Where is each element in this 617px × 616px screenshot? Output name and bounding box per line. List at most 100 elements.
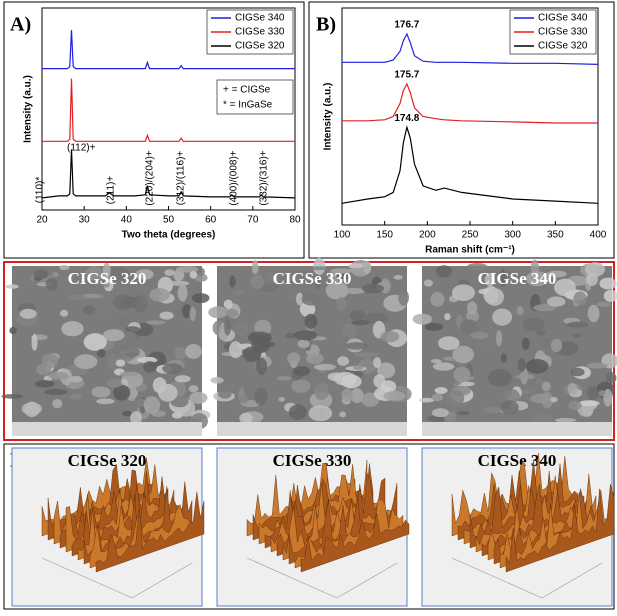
- grain: [68, 294, 87, 301]
- grain: [572, 333, 582, 338]
- data-line: [42, 30, 295, 70]
- grain: [596, 301, 611, 307]
- grain: [603, 289, 617, 302]
- grain: [540, 391, 554, 409]
- grain: [598, 390, 606, 397]
- grain: [185, 344, 202, 359]
- grain: [133, 294, 148, 313]
- afm-surface: [505, 483, 615, 573]
- grain: [517, 357, 526, 373]
- grain: [485, 288, 505, 306]
- grain: [376, 362, 396, 379]
- grain: [451, 284, 476, 301]
- grain: [83, 333, 107, 351]
- grain: [351, 320, 370, 326]
- grain: [393, 275, 403, 280]
- grain: [569, 406, 578, 421]
- afm-axis: [246, 557, 338, 599]
- grain: [86, 265, 103, 281]
- grain: [532, 304, 557, 312]
- grain: [350, 388, 364, 404]
- grain: [59, 265, 70, 271]
- grain: [341, 388, 354, 403]
- afm-axis: [131, 562, 193, 599]
- grain: [434, 387, 448, 394]
- grain: [444, 313, 451, 321]
- peak-annotation: (312)/(116)+: [176, 151, 187, 206]
- peak-annotation: (211)+: [106, 176, 117, 205]
- afm-label: CIGSe 330: [273, 451, 352, 470]
- grain: [80, 293, 104, 299]
- grain: [189, 270, 198, 279]
- grain: [554, 417, 577, 423]
- grain: [170, 396, 189, 408]
- grain: [541, 381, 551, 392]
- sem-image: CIGSe 320: [1, 262, 211, 436]
- data-line: [41, 149, 296, 199]
- grain: [34, 269, 49, 279]
- afm-axis: [41, 557, 133, 599]
- peak-annotation: (400)/(008)+: [229, 150, 240, 205]
- grain: [566, 321, 589, 328]
- grain: [492, 308, 513, 326]
- grain: [224, 319, 232, 336]
- grain: [210, 376, 224, 384]
- grain: [301, 292, 322, 306]
- afm-surface: [95, 491, 205, 573]
- grain: [297, 339, 310, 349]
- grain: [522, 317, 545, 332]
- grain: [254, 387, 268, 406]
- grain: [102, 262, 111, 280]
- grain: [603, 389, 613, 407]
- grain: [398, 289, 409, 306]
- panel-b-frame: [308, 1, 615, 259]
- grain: [168, 280, 190, 286]
- grain: [423, 279, 433, 287]
- grain: [481, 344, 494, 350]
- grain: [9, 326, 17, 335]
- grain: [431, 393, 444, 402]
- grain: [251, 260, 259, 274]
- grain: [310, 266, 328, 271]
- afm-axis: [451, 557, 543, 599]
- grain: [424, 322, 444, 332]
- grain: [516, 305, 524, 316]
- grain: [102, 329, 125, 342]
- grain: [115, 359, 126, 367]
- grain: [295, 292, 304, 306]
- x-tick-label: 150: [376, 230, 393, 241]
- grain: [191, 293, 210, 304]
- grain: [380, 331, 400, 343]
- grain: [135, 269, 154, 280]
- grain: [82, 305, 96, 316]
- grain: [430, 359, 442, 364]
- x-tick-label: 70: [247, 215, 259, 226]
- grain: [173, 269, 185, 282]
- grain: [293, 330, 318, 341]
- grain: [293, 366, 311, 376]
- grain: [69, 393, 82, 400]
- grain: [587, 386, 599, 401]
- afm-surface: [469, 463, 579, 549]
- grain: [431, 408, 449, 418]
- grain: [483, 406, 504, 414]
- grain: [149, 288, 170, 302]
- grain: [484, 273, 495, 287]
- grain: [238, 394, 249, 404]
- grain: [546, 270, 567, 278]
- grain: [124, 352, 139, 357]
- grain: [599, 277, 617, 290]
- grain: [336, 297, 347, 312]
- grain: [194, 273, 208, 282]
- afm-axis: [541, 562, 603, 599]
- grain: [419, 397, 435, 403]
- grain: [343, 287, 366, 295]
- grain: [288, 404, 307, 420]
- grain: [182, 304, 192, 319]
- peak-annotation: (110)*: [35, 177, 46, 204]
- grain: [541, 338, 552, 347]
- grain: [500, 353, 507, 363]
- grain: [488, 368, 512, 387]
- grain: [68, 375, 83, 383]
